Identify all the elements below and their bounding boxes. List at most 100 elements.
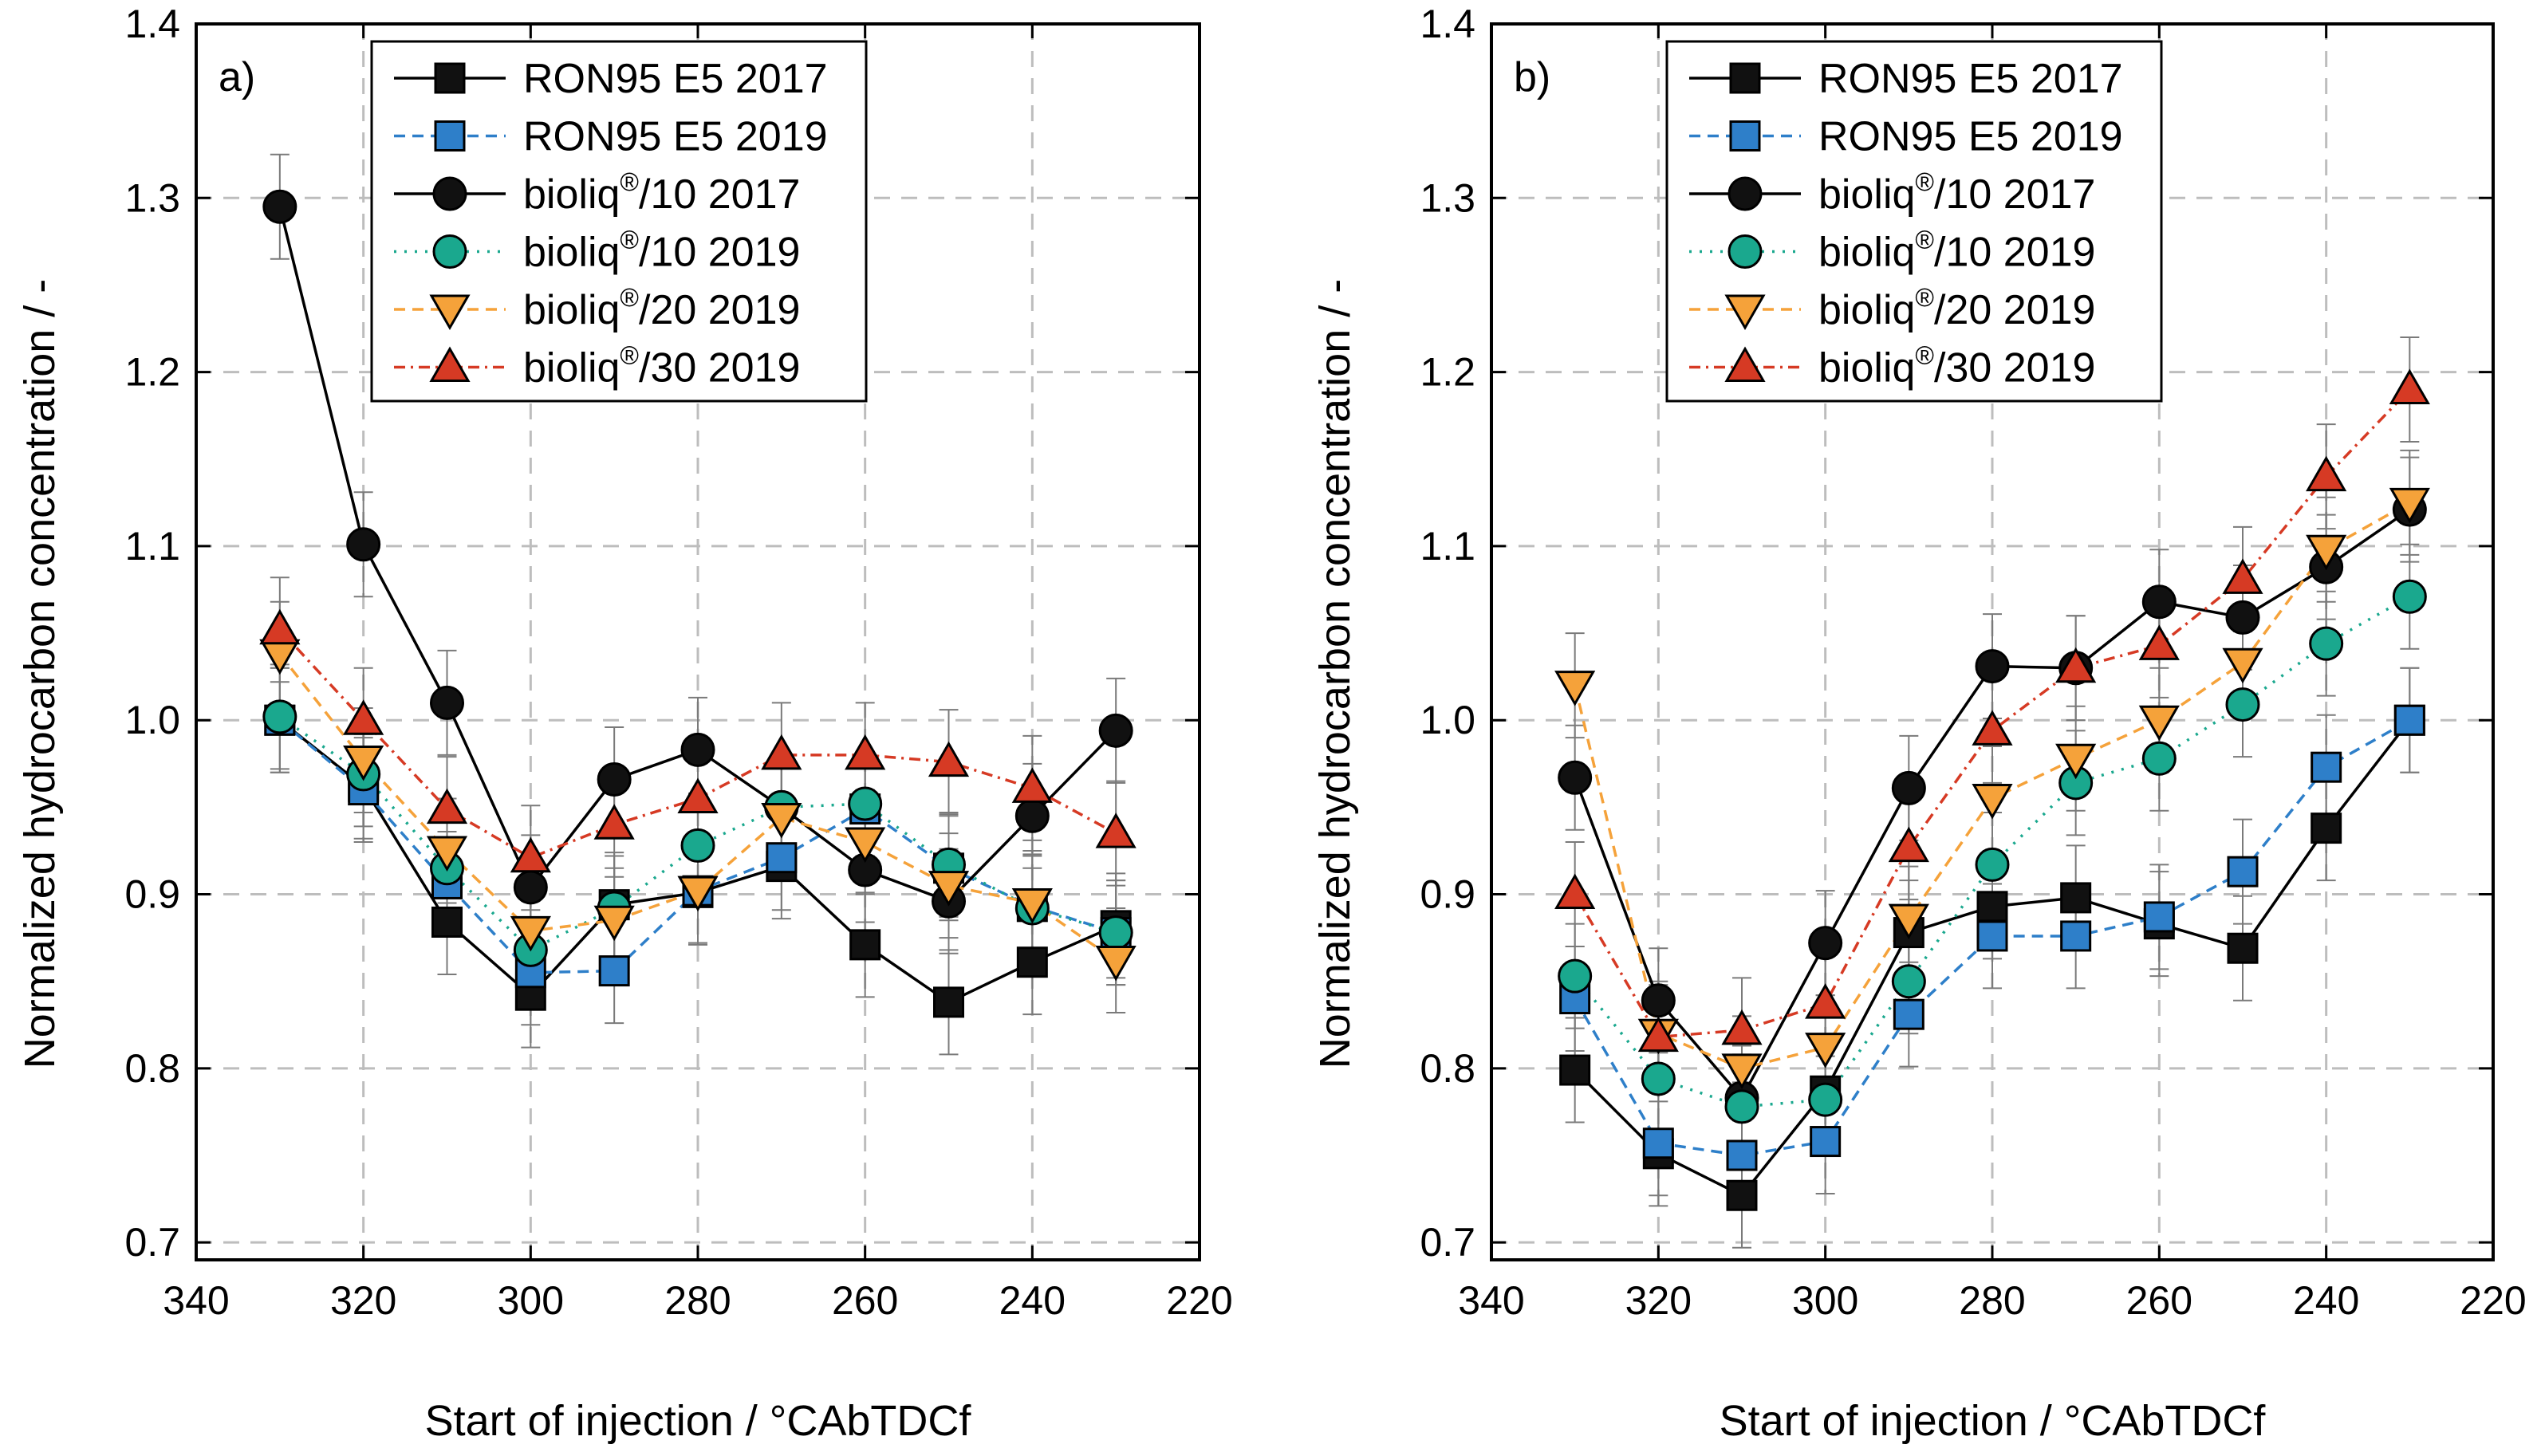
legend-label: bioliq®/10 2019 [1818, 226, 2095, 276]
data-point-bioliq-10-2019 [1808, 1082, 1843, 1117]
data-point-bioliq-30-2019 [845, 734, 886, 770]
legend-label: RON95 E5 2019 [523, 114, 828, 160]
data-point-bioliq-30-2019 [1554, 873, 1596, 910]
legend-marker [429, 294, 471, 331]
panel-a: 340 320 300 280 260 240 220 0.7 0.8 0.9 1.0 1.1 1.2 1… [16, 2, 1233, 1445]
data-point-bioliq-10-2017 [1014, 798, 1050, 833]
legend-label-suffix: /10 2019 [639, 230, 800, 276]
y-tick-label: 0.7 [1420, 1220, 1475, 1265]
data-point-bioliq-10-2019 [2392, 579, 2427, 614]
data-point-ron95-e5-2017 [2311, 813, 2342, 844]
data-point-bioliq-20-2019 [928, 871, 970, 907]
data-point-bioliq-10-2017 [680, 732, 715, 767]
data-point-ron95-e5-2019 [2393, 704, 2425, 736]
legend-label-name: RON95 E5 2019 [523, 114, 828, 160]
data-point-bioliq-20-2019 [845, 827, 886, 864]
series-line-ron95-e5-2019 [1574, 718, 2411, 1157]
y-tick-label: 0.7 [124, 1220, 180, 1265]
x-tick-label: 300 [498, 1278, 564, 1323]
data-point-bioliq-10-2017 [1975, 649, 2010, 684]
legend-marker [432, 176, 467, 211]
x-tick-label: 340 [163, 1278, 229, 1323]
data-point-bioliq-20-2019 [1805, 1033, 1846, 1068]
data-point-bioliq-30-2019 [1095, 813, 1137, 848]
data-point-bioliq-20-2019 [510, 915, 551, 952]
x-tick-label: 280 [1959, 1278, 2025, 1323]
data-point-bioliq-20-2019 [593, 905, 635, 942]
x-tick-label: 220 [2460, 1278, 2526, 1323]
data-point-bioliq-30-2019 [2222, 558, 2263, 594]
data-point-ron95-e5-2019 [1642, 1127, 1674, 1159]
y-axis-title-b: Normalized hydrocarbon concentration / - [1311, 279, 1359, 1068]
data-point-bioliq-20-2019 [1011, 887, 1053, 924]
legend-label: bioliq®/20 2019 [1818, 283, 2095, 333]
y-tick-label: 1.4 [124, 2, 180, 46]
legend-marker [1727, 234, 1763, 269]
data-point-bioliq-10-2019 [1724, 1089, 1759, 1124]
legend-label: bioliq®/30 2019 [1818, 341, 2095, 392]
legend-label: bioliq®/10 2019 [523, 226, 800, 276]
data-point-bioliq-30-2019 [1972, 710, 2013, 746]
legend-label-name: bioliq [523, 345, 620, 392]
data-point-bioliq-10-2017 [1641, 983, 1676, 1018]
data-point-bioliq-30-2019 [2138, 624, 2180, 660]
data-point-bioliq-10-2017 [262, 189, 297, 224]
data-point-bioliq-10-2019 [1891, 964, 1926, 999]
data-point-bioliq-10-2017 [597, 761, 632, 797]
x-tick-label: 320 [330, 1278, 396, 1323]
y-tick-label: 1.0 [124, 698, 180, 742]
data-point-bioliq-10-2019 [1098, 915, 1133, 950]
data-point-ron95-e5-2019 [2060, 920, 2092, 952]
y-tick-label: 1.3 [124, 175, 180, 220]
legend-label: bioliq®/10 2017 [1818, 167, 2095, 218]
legend-label: bioliq®/20 2019 [523, 283, 800, 333]
legend-label: RON95 E5 2017 [1818, 56, 2123, 102]
panel-label-a: a) [219, 54, 255, 100]
data-point-ron95-e5-2019 [2143, 901, 2175, 933]
data-point-bioliq-10-2017 [430, 685, 464, 720]
legend-label-suffix: /20 2019 [1934, 287, 2095, 333]
data-point-ron95-e5-2019 [2227, 856, 2259, 887]
y-axis-title-a: Normalized hydrocarbon concentration / - [16, 279, 64, 1068]
y-tick-label: 0.9 [124, 872, 180, 917]
markers-b [1554, 368, 2430, 1211]
y-tick-label: 1.2 [1420, 350, 1475, 395]
panel-label-b: b) [1514, 54, 1550, 100]
x-tick-label: 260 [832, 1278, 898, 1323]
legend-label-name: bioliq [1818, 287, 1915, 333]
data-point-bioliq-30-2019 [343, 699, 384, 735]
data-point-ron95-e5-2017 [1559, 1054, 1591, 1086]
data-point-bioliq-10-2017 [1098, 713, 1133, 748]
legend-label: bioliq®/10 2017 [523, 167, 800, 218]
data-point-bioliq-20-2019 [2055, 743, 2097, 780]
data-point-bioliq-10-2019 [1975, 847, 2010, 882]
data-point-bioliq-20-2019 [1721, 1053, 1763, 1089]
data-point-bioliq-10-2019 [2141, 741, 2177, 776]
ticks-a: 340 320 300 280 260 240 220 0.7 0.8 0.9 1.0 1.1 1.2 1… [124, 2, 1232, 1323]
data-point-ron95-e5-2017 [1016, 946, 1048, 978]
y-tick-label: 1.3 [1420, 175, 1475, 220]
legend-label-registered-mark: ® [1915, 167, 1934, 196]
legend-label-name: bioliq [523, 171, 620, 218]
data-point-bioliq-10-2019 [2225, 687, 2260, 722]
x-tick-label: 280 [664, 1278, 731, 1323]
markers-a [259, 189, 1137, 1018]
panel-b: 340 320 300 280 260 240 220 0.7 0.8 0.9 1.0 1.1 1.2 1… [1311, 2, 2527, 1445]
data-point-ron95-e5-2017 [2060, 882, 2092, 914]
data-point-bioliq-10-2017 [1891, 770, 1926, 805]
legend-label-suffix: /10 2017 [1934, 171, 2095, 218]
legend-marker [1727, 176, 1763, 211]
data-point-bioliq-30-2019 [928, 741, 970, 777]
data-point-bioliq-10-2017 [2225, 600, 2260, 635]
data-point-ron95-e5-2019 [1976, 920, 2008, 952]
legend-label-name: bioliq [523, 287, 620, 333]
x-tick-label: 300 [1792, 1278, 1858, 1323]
legend-label: bioliq®/30 2019 [523, 341, 800, 392]
legend-marker [432, 234, 467, 269]
series-line-bioliq-20-2019 [278, 653, 1117, 962]
data-point-bioliq-20-2019 [2222, 647, 2263, 684]
data-point-ron95-e5-2017 [2227, 932, 2259, 964]
legend-label-name: bioliq [1818, 230, 1915, 276]
y-tick-label: 1.2 [124, 350, 180, 395]
